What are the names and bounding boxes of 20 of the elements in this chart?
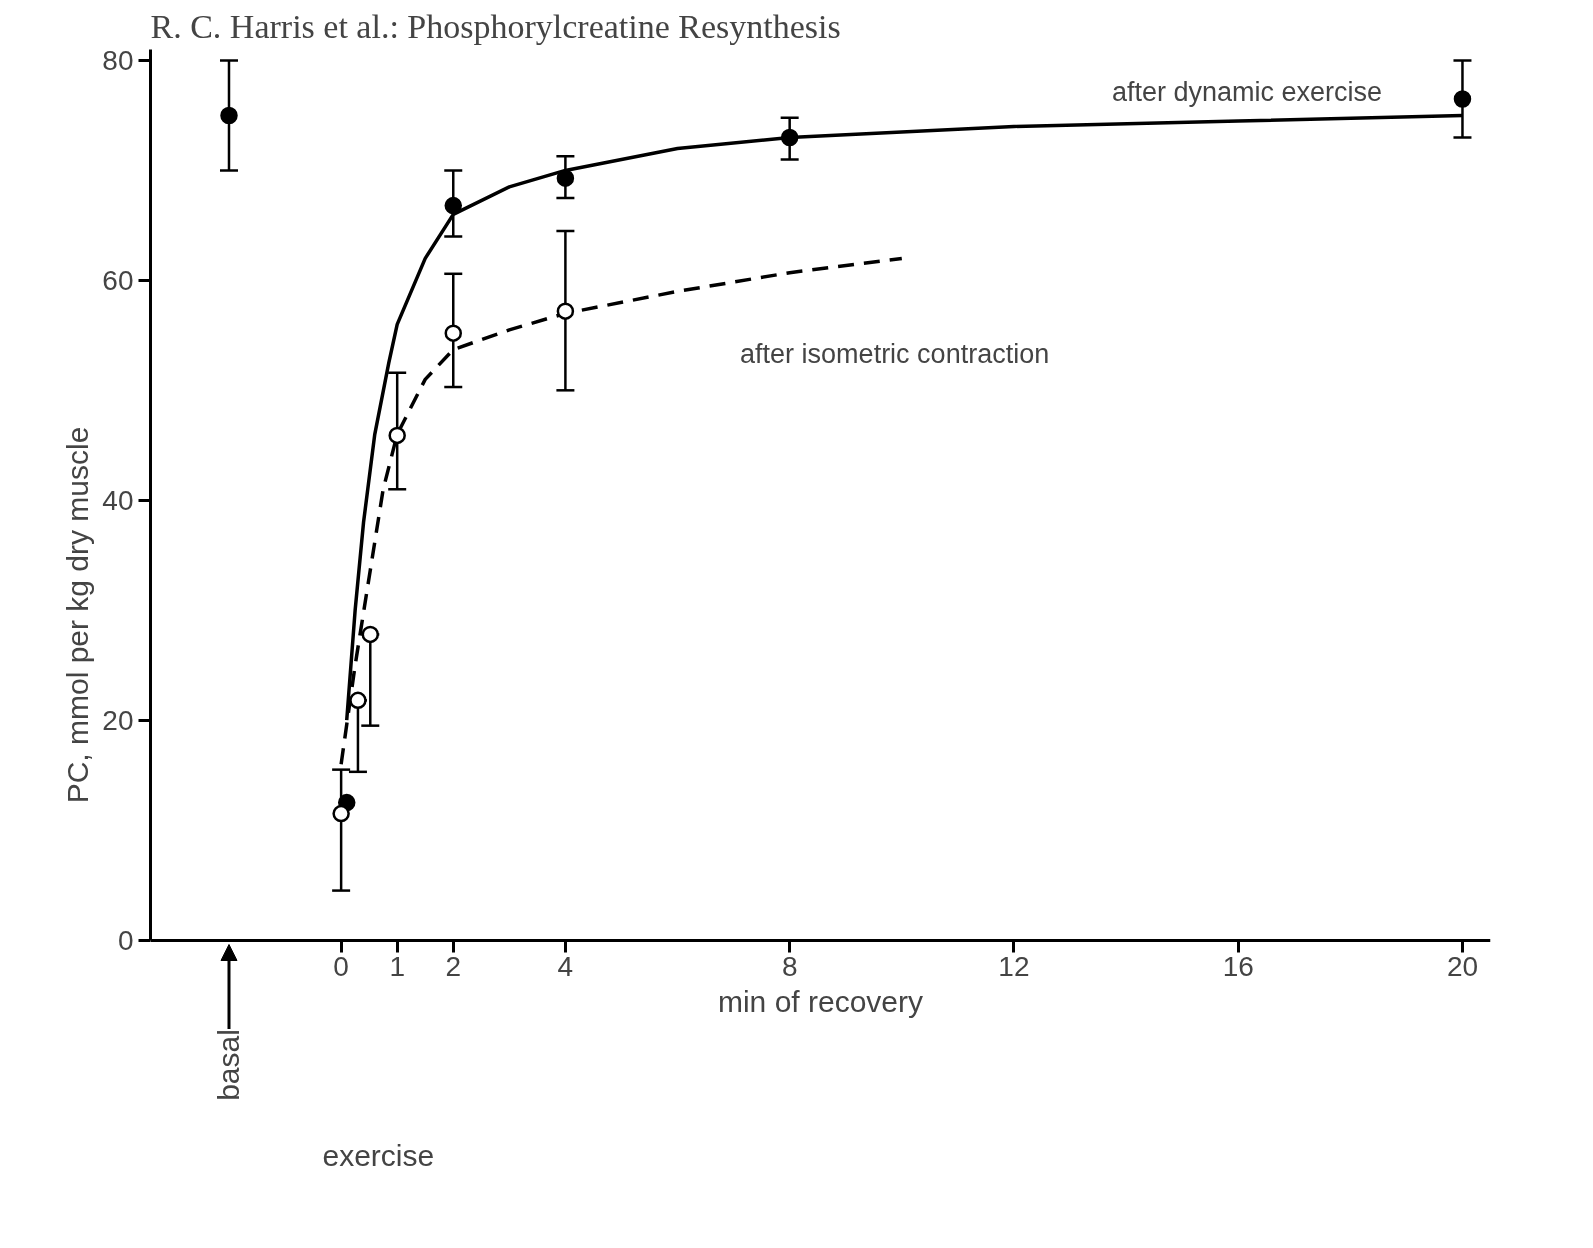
y-tick-label: 60 xyxy=(102,264,134,296)
y-tick-label: 40 xyxy=(102,484,134,516)
x-tick-label: 4 xyxy=(557,951,574,983)
chart-title: R. C. Harris et al.: Phosphorylcreatine Resynthesis xyxy=(150,7,841,45)
y-axis-title: PC, mmol per kg dry muscle xyxy=(61,426,95,804)
y-tick-label: 20 xyxy=(102,704,134,736)
y-tick-label: 0 xyxy=(117,924,134,956)
text: exercise xyxy=(322,1138,435,1172)
x-tick-label: 1 xyxy=(389,951,405,983)
x-tick-label: 16 xyxy=(1222,951,1254,983)
x-tick-label: 20 xyxy=(1446,951,1479,983)
y-tick-label: 80 xyxy=(102,44,134,76)
x-tick-label: 0 xyxy=(333,951,349,983)
text: after isometric contraction xyxy=(740,338,1050,369)
series-label: after dynamic exercise xyxy=(1111,76,1383,107)
text: basal xyxy=(212,1029,246,1101)
x-tick-label: 8 xyxy=(781,951,798,983)
x-tick-label: 12 xyxy=(998,951,1030,983)
x-axis-title: min of recovery xyxy=(717,984,924,1018)
x-tick-label: 2 xyxy=(445,951,462,983)
